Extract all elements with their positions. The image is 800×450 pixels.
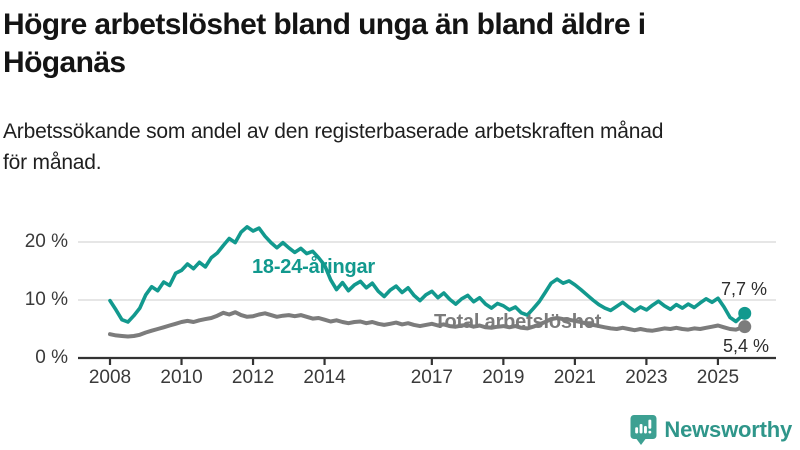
- end-value-label-youth: 7,7 %: [721, 279, 768, 299]
- x-axis-label: 2025: [696, 367, 740, 388]
- y-axis-label: 20 %: [24, 231, 68, 252]
- x-axis-label: 2014: [303, 367, 346, 388]
- y-axis-label: 10 %: [24, 289, 68, 310]
- newsworthy-logo-text: Newsworthy: [664, 417, 792, 442]
- x-axis-label: 2019: [482, 367, 525, 388]
- newsworthy-branding: Newsworthy: [630, 414, 792, 446]
- x-axis-label: 2008: [88, 367, 132, 388]
- subtitle: Arbetssökande som andel av den registerb…: [3, 120, 664, 174]
- x-axis-label: 2017: [410, 367, 453, 388]
- x-axis-label: 2010: [160, 367, 203, 388]
- series-label-youth: 18-24-åringar: [252, 256, 376, 278]
- y-axis-label: 0 %: [35, 347, 68, 368]
- series-label-total: Total arbetslöshet: [434, 311, 602, 333]
- youth-series-line: [108, 225, 747, 324]
- page-title: Högre arbetslöshet bland unga än bland ä…: [3, 8, 646, 79]
- x-axis-label: 2012: [231, 367, 275, 388]
- total-series-line: [108, 310, 747, 339]
- x-axis-label: 2021: [553, 367, 597, 388]
- x-axis-label: 2023: [625, 367, 668, 388]
- newsworthy-logo-icon: [630, 415, 657, 445]
- youth-end-dot: [738, 306, 752, 320]
- total-end-dot: [738, 320, 752, 334]
- end-value-label-total: 5,4 %: [723, 336, 770, 356]
